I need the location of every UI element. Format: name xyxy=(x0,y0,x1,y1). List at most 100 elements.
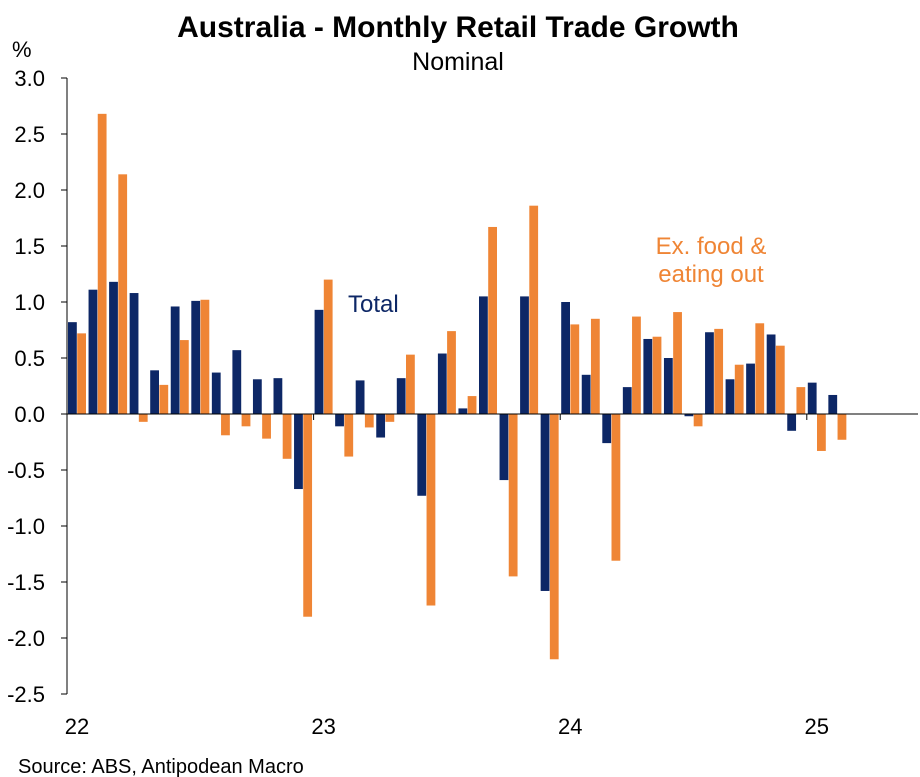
bar-ex-food xyxy=(385,414,395,422)
y-tick-label: 0.5 xyxy=(14,346,45,371)
chart-subtitle: Nominal xyxy=(412,48,504,76)
bar-total xyxy=(746,363,755,414)
bar-total xyxy=(828,394,838,414)
bar-ex-food xyxy=(282,414,292,459)
y-tick-label: -1.0 xyxy=(7,514,45,539)
bar-ex-food xyxy=(447,331,456,414)
x-tick-label: 22 xyxy=(65,714,89,739)
x-tick-label: 25 xyxy=(805,714,829,739)
bar-total xyxy=(622,387,632,414)
y-tick-label: -1.5 xyxy=(7,570,45,595)
bar-total xyxy=(376,414,386,438)
bar-ex-food xyxy=(77,333,86,414)
bar-ex-food xyxy=(714,328,724,414)
bar-ex-food xyxy=(549,414,559,660)
bar-total xyxy=(663,358,673,414)
bar-ex-food xyxy=(364,414,374,428)
bars-group xyxy=(68,113,847,660)
bar-ex-food xyxy=(159,384,169,414)
bar-ex-food xyxy=(611,414,621,561)
bar-total xyxy=(458,408,468,414)
ex-food-series-label-line1: Ex. food & xyxy=(656,233,767,260)
bar-total xyxy=(561,302,570,414)
bar-total xyxy=(355,380,365,414)
bar-ex-food xyxy=(179,340,189,414)
bar-total xyxy=(396,378,406,414)
bar-ex-food xyxy=(693,414,703,427)
bar-ex-food xyxy=(837,414,847,440)
x-tick-label: 24 xyxy=(558,714,582,739)
bar-ex-food xyxy=(467,396,477,414)
bar-total xyxy=(129,293,139,414)
bar-total xyxy=(479,296,488,414)
bar-total xyxy=(232,350,242,414)
bar-ex-food xyxy=(673,312,682,414)
bar-total xyxy=(314,309,324,414)
bar-total xyxy=(766,334,776,414)
total-series-label: Total xyxy=(348,291,399,318)
bar-total xyxy=(499,414,509,481)
bar-total xyxy=(684,414,694,417)
bar-total xyxy=(294,414,303,490)
bar-ex-food xyxy=(97,113,107,414)
y-axis-ticks: 3.0 2.5 2.0 1.5 1.0 0.5 0.0 -0.5 -1.0 -1.5 -2.0 -2.… xyxy=(7,66,67,707)
bar-total xyxy=(170,306,180,414)
bar-total xyxy=(643,338,653,414)
bar-total xyxy=(540,414,550,591)
y-tick-label: -0.5 xyxy=(7,458,45,483)
bar-ex-food xyxy=(508,414,518,577)
bar-ex-food xyxy=(755,323,765,414)
bar-total xyxy=(602,414,612,444)
bar-total xyxy=(211,372,221,414)
chart-title: Australia - Monthly Retail Trade Growth xyxy=(177,11,739,44)
bar-ex-food xyxy=(200,299,210,414)
bar-ex-food xyxy=(775,345,785,414)
bar-ex-food xyxy=(488,226,497,414)
bar-ex-food xyxy=(138,414,148,422)
x-axis-ticks: 22 23 24 25 xyxy=(65,414,829,739)
y-axis-unit: % xyxy=(12,37,32,62)
y-tick-label: -2.5 xyxy=(7,682,45,707)
y-tick-label: 0.0 xyxy=(14,402,45,427)
bar-ex-food xyxy=(118,174,128,414)
bar-total xyxy=(807,382,817,414)
ex-food-series-label-line2: eating out xyxy=(658,261,764,288)
bar-ex-food xyxy=(652,336,662,414)
bar-total xyxy=(705,332,714,414)
bar-total xyxy=(273,378,283,414)
bar-total xyxy=(520,296,529,414)
bar-ex-food xyxy=(303,414,313,617)
bar-ex-food xyxy=(323,279,333,414)
bar-total xyxy=(88,289,98,414)
bar-total xyxy=(437,353,447,414)
bar-ex-food xyxy=(241,414,251,427)
bar-ex-food xyxy=(590,318,600,414)
source-note: Source: ABS, Antipodean Macro xyxy=(18,756,304,777)
bar-ex-food xyxy=(734,364,744,414)
y-tick-label: 3.0 xyxy=(14,66,45,91)
bar-ex-food xyxy=(817,414,826,451)
bar-total xyxy=(252,379,262,414)
x-tick-label: 23 xyxy=(311,714,335,739)
y-tick-label: 1.0 xyxy=(14,290,45,315)
bar-total xyxy=(417,414,427,496)
bar-ex-food xyxy=(344,414,354,457)
bar-total xyxy=(581,374,591,414)
bar-total xyxy=(725,379,735,414)
bar-ex-food xyxy=(632,316,641,414)
y-tick-label: -2.0 xyxy=(7,626,45,651)
bar-total xyxy=(787,414,797,431)
bar-ex-food xyxy=(221,414,230,436)
bar-ex-food xyxy=(262,414,271,439)
bar-total xyxy=(68,322,77,414)
bar-total xyxy=(191,300,201,414)
bar-total xyxy=(109,281,118,414)
y-tick-label: 2.5 xyxy=(14,122,45,147)
bar-ex-food xyxy=(426,414,436,606)
bar-ex-food xyxy=(570,324,580,414)
y-tick-label: 1.5 xyxy=(14,234,45,259)
bar-total xyxy=(335,414,344,427)
bar-total xyxy=(150,370,159,414)
bar-ex-food xyxy=(529,205,539,414)
